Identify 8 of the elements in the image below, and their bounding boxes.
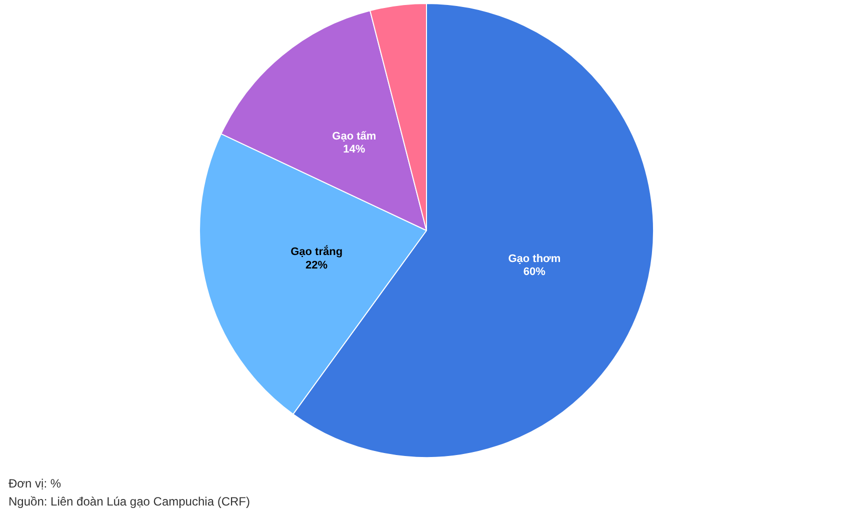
data-label: 60% bbox=[523, 266, 546, 278]
data-label: 14% bbox=[343, 144, 366, 156]
text: Đơn vị: % bbox=[8, 476, 62, 490]
data-label: 22% bbox=[306, 259, 328, 272]
slice-label: Gạo thơm bbox=[508, 252, 561, 265]
slice-label: Gạo trắng bbox=[290, 245, 343, 258]
slice-label: Gạo tấm bbox=[332, 130, 376, 142]
text: Nguồn: Liên đoàn Lúa gạo Campuchia (CRF) bbox=[8, 494, 250, 508]
